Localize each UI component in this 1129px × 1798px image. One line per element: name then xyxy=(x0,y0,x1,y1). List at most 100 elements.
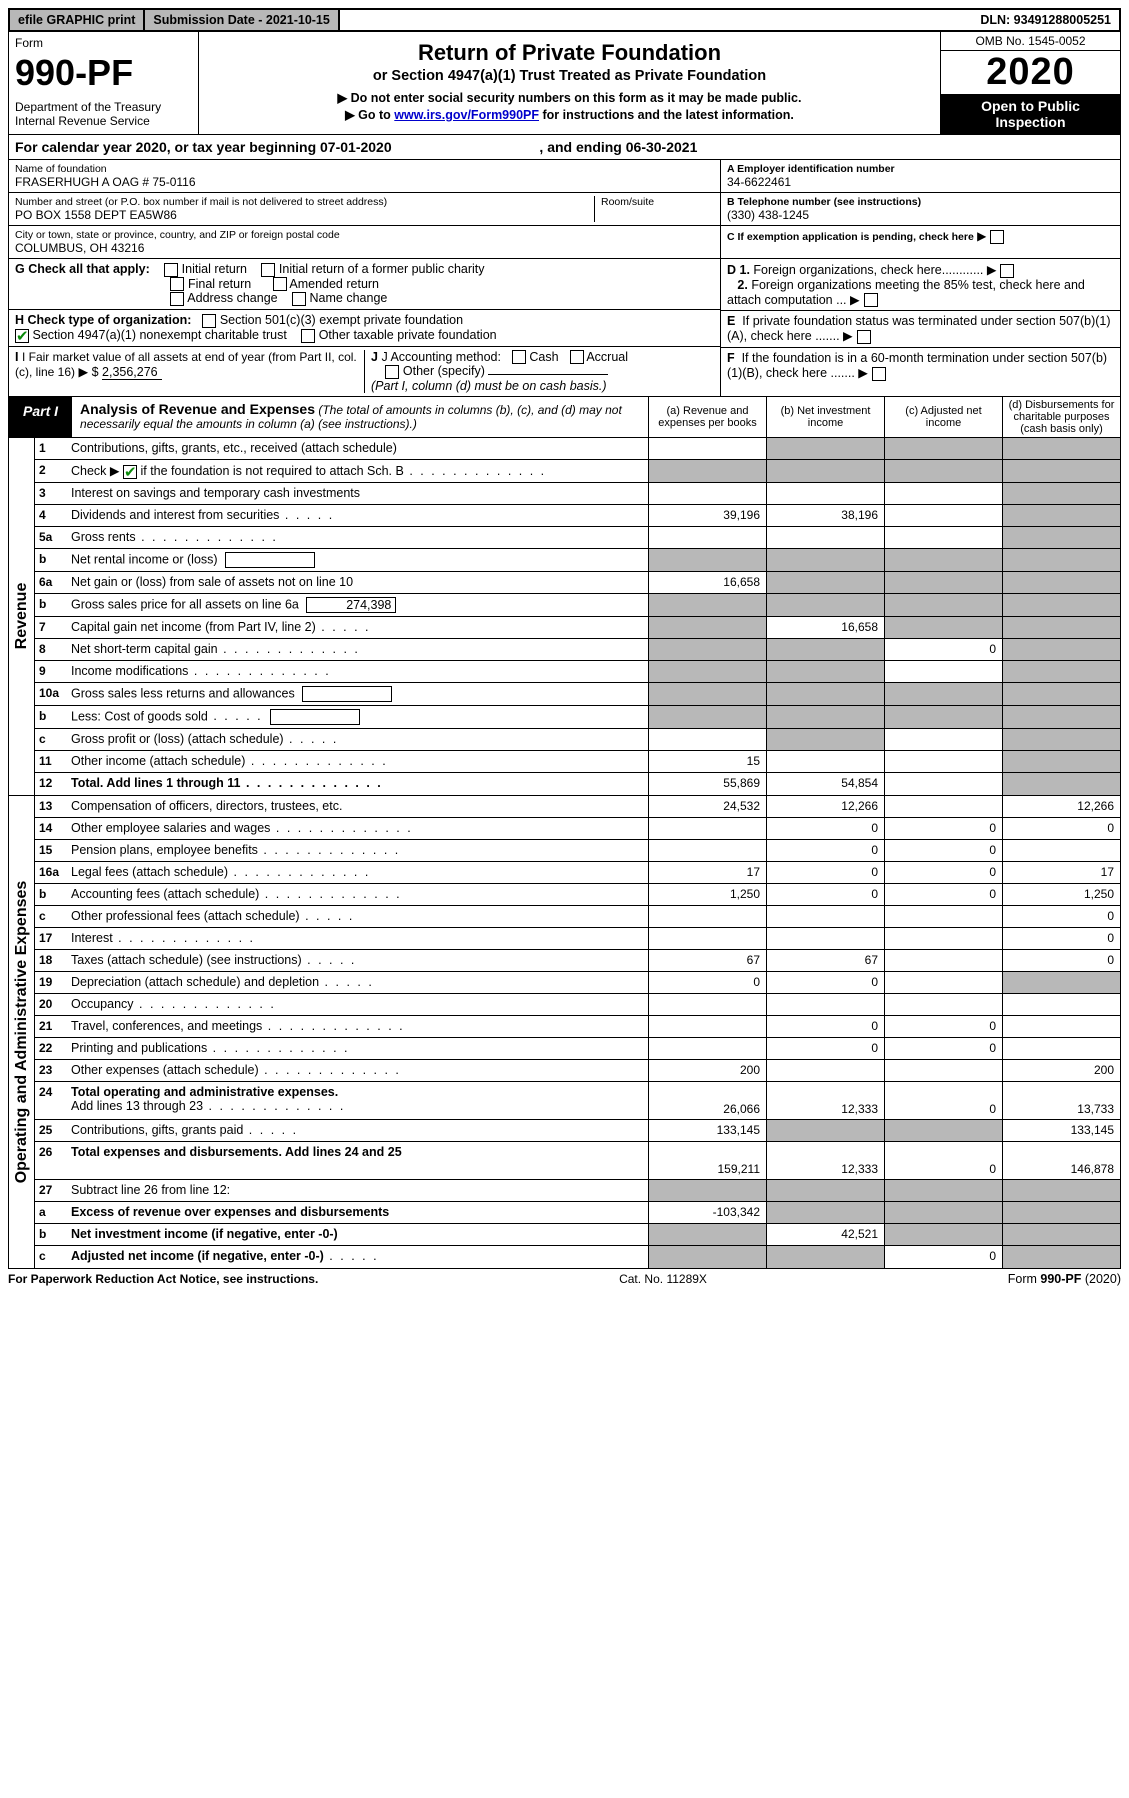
address-value: PO BOX 1558 DEPT EA5W86 xyxy=(15,208,594,222)
room-suite-label: Room/suite xyxy=(594,196,714,222)
line-17: 17Interest 0 xyxy=(35,928,1120,950)
g-name-label: Name change xyxy=(310,291,388,305)
header-center: Return of Private Foundation or Section … xyxy=(199,32,940,134)
irs-link[interactable]: www.irs.gov/Form990PF xyxy=(394,108,539,122)
line-18: 18Taxes (attach schedule) (see instructi… xyxy=(35,950,1120,972)
h-row: H Check type of organization: Section 50… xyxy=(9,310,720,346)
footer-left: For Paperwork Reduction Act Notice, see … xyxy=(8,1272,318,1286)
line-16a: 16aLegal fees (attach schedule) 170017 xyxy=(35,862,1120,884)
line-12: 12Total. Add lines 1 through 11 55,86954… xyxy=(35,773,1120,795)
g-addr-label: Address change xyxy=(187,291,277,305)
g-initial-former-checkbox[interactable] xyxy=(261,263,275,277)
dept-irs: Internal Revenue Service xyxy=(15,114,192,128)
tel-label: B Telephone number (see instructions) xyxy=(727,196,1114,208)
part1-title-text: Analysis of Revenue and Expenses xyxy=(80,401,315,417)
g-initial-label: Initial return xyxy=(182,262,247,276)
submission-date: Submission Date - 2021-10-15 xyxy=(145,10,339,30)
form-subtitle: or Section 4947(a)(1) Trust Treated as P… xyxy=(207,68,932,84)
footer-right: Form 990-PF (2020) xyxy=(1008,1272,1121,1286)
part1-badge: Part I xyxy=(9,397,72,437)
g-initial-checkbox[interactable] xyxy=(164,263,178,277)
ein-label: A Employer identification number xyxy=(727,163,1114,175)
c-checkbox[interactable] xyxy=(990,230,1004,244)
line-6b: bGross sales price for all assets on lin… xyxy=(35,594,1120,617)
name-cell: Name of foundation FRASERHUGH A OAG # 75… xyxy=(9,160,720,193)
g-initial-former-label: Initial return of a former public charit… xyxy=(279,262,485,276)
h-other-checkbox[interactable] xyxy=(301,329,315,343)
col-a-head: (a) Revenue and expenses per books xyxy=(648,397,766,437)
address-cell: Number and street (or P.O. box number if… xyxy=(9,193,720,226)
line-4: 4Dividends and interest from securities … xyxy=(35,505,1120,527)
line-14: 14Other employee salaries and wages 000 xyxy=(35,818,1120,840)
note-link-pre: ▶ Go to xyxy=(345,108,394,122)
ein-cell: A Employer identification number 34-6622… xyxy=(721,160,1120,193)
ein-value: 34-6622461 xyxy=(727,175,1114,189)
entity-info: Name of foundation FRASERHUGH A OAG # 75… xyxy=(8,160,1121,259)
line-27a: aExcess of revenue over expenses and dis… xyxy=(35,1202,1120,1224)
h-4947-checkbox[interactable] xyxy=(15,329,29,343)
h-501-label: Section 501(c)(3) exempt private foundat… xyxy=(220,313,463,327)
h-other-label: Other taxable private foundation xyxy=(319,328,497,342)
j-other-label: Other (specify) xyxy=(403,364,485,378)
f-checkbox[interactable] xyxy=(872,367,886,381)
line-10a: 10aGross sales less returns and allowanc… xyxy=(35,683,1120,706)
cal-begin: For calendar year 2020, or tax year begi… xyxy=(15,139,392,155)
line-16c: cOther professional fees (attach schedul… xyxy=(35,906,1120,928)
line-10c: cGross profit or (loss) (attach schedule… xyxy=(35,729,1120,751)
line-5a: 5aGross rents xyxy=(35,527,1120,549)
e-checkbox[interactable] xyxy=(857,330,871,344)
i-label: I Fair market value of all assets at end… xyxy=(15,350,357,379)
part1-title: Analysis of Revenue and Expenses (The to… xyxy=(72,397,648,437)
part1-header: Part I Analysis of Revenue and Expenses … xyxy=(8,397,1121,438)
omb-number: OMB No. 1545-0052 xyxy=(941,32,1120,51)
col-d-head: (d) Disbursements for charitable purpose… xyxy=(1002,397,1120,437)
h-label: H Check type of organization: xyxy=(15,313,191,327)
city-cell: City or town, state or province, country… xyxy=(9,226,720,258)
h-501-checkbox[interactable] xyxy=(202,314,216,328)
header-left: Form 990-PF Department of the Treasury I… xyxy=(9,32,199,134)
j-label: J Accounting method: xyxy=(381,350,501,364)
h-4947-label: Section 4947(a)(1) nonexempt charitable … xyxy=(32,328,286,342)
g-name-checkbox[interactable] xyxy=(292,292,306,306)
j-accrual-label: Accrual xyxy=(586,350,628,364)
e-row: E If private foundation status was termi… xyxy=(721,311,1120,348)
j-other-checkbox[interactable] xyxy=(385,365,399,379)
note-ssn: ▶ Do not enter social security numbers o… xyxy=(207,90,932,107)
j-accrual-checkbox[interactable] xyxy=(570,350,584,364)
col-c-head: (c) Adjusted net income xyxy=(884,397,1002,437)
line-23: 23Other expenses (attach schedule) 20020… xyxy=(35,1060,1120,1082)
line-27b: bNet investment income (if negative, ent… xyxy=(35,1224,1120,1246)
form-header: Form 990-PF Department of the Treasury I… xyxy=(8,32,1121,135)
i-value: 2,356,276 xyxy=(102,365,162,380)
d2-checkbox[interactable] xyxy=(864,293,878,307)
options-grid: G Check all that apply: Initial return I… xyxy=(8,259,1121,397)
j-cash-checkbox[interactable] xyxy=(512,350,526,364)
page-footer: For Paperwork Reduction Act Notice, see … xyxy=(8,1269,1121,1289)
line-20: 20Occupancy xyxy=(35,994,1120,1016)
g-addr-checkbox[interactable] xyxy=(170,292,184,306)
tel-cell: B Telephone number (see instructions) (3… xyxy=(721,193,1120,226)
f-row: F If the foundation is in a 60-month ter… xyxy=(721,348,1120,384)
g-final-checkbox[interactable] xyxy=(170,277,184,291)
header-right: OMB No. 1545-0052 2020 Open to Public In… xyxy=(940,32,1120,134)
line-5b: bNet rental income or (loss) xyxy=(35,549,1120,572)
g-amended-checkbox[interactable] xyxy=(273,277,287,291)
line-26: 26Total expenses and disbursements. Add … xyxy=(35,1142,1120,1180)
g-row: G Check all that apply: Initial return I… xyxy=(9,259,720,310)
open-public-1: Open to Public xyxy=(981,98,1080,114)
line-8: 8Net short-term capital gain 0 xyxy=(35,639,1120,661)
j-note: (Part I, column (d) must be on cash basi… xyxy=(371,379,607,393)
d1-checkbox[interactable] xyxy=(1000,264,1014,278)
d1-row: D 1. D 1. Foreign organizations, check h… xyxy=(721,259,1120,311)
line-2: 2 Check ▶ if the foundation is not requi… xyxy=(35,460,1120,483)
cal-end: , and ending 06-30-2021 xyxy=(539,139,697,155)
dept-treasury: Department of the Treasury xyxy=(15,100,192,114)
g-label: G Check all that apply: xyxy=(15,262,150,276)
top-bar: efile GRAPHIC print Submission Date - 20… xyxy=(8,8,1121,32)
line-13: 13Compensation of officers, directors, t… xyxy=(35,796,1120,818)
line-10b: bLess: Cost of goods sold xyxy=(35,706,1120,729)
line-21: 21Travel, conferences, and meetings 00 xyxy=(35,1016,1120,1038)
schb-checkbox[interactable] xyxy=(123,465,137,479)
line-27: 27Subtract line 26 from line 12: xyxy=(35,1180,1120,1202)
line-19: 19Depreciation (attach schedule) and dep… xyxy=(35,972,1120,994)
